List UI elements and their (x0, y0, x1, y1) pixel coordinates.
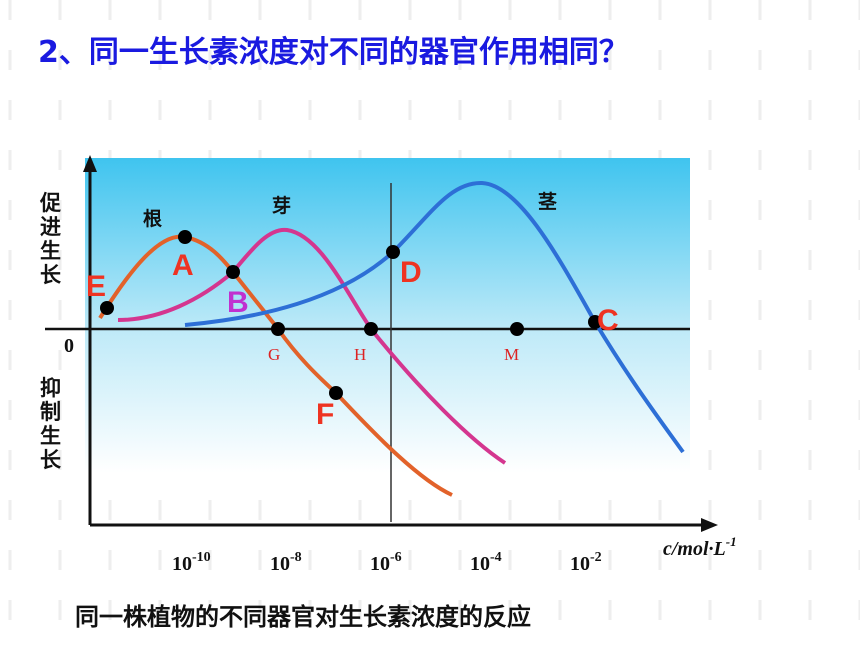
tick-exp: -8 (290, 550, 302, 565)
y-arrow (83, 155, 97, 172)
x-ticks: 10-10 10-8 10-6 10-4 10-2 (172, 550, 602, 575)
tick-exp: -10 (192, 550, 211, 565)
tick-base: 10 (370, 553, 390, 575)
y-label-inhibit: 抑 制 生 长 (40, 376, 68, 472)
point-m (510, 322, 524, 336)
x-tick-label: 10-4 (470, 550, 502, 575)
point-label: G (268, 345, 280, 364)
caption: 同一株植物的不同器官对生长素浓度的反应 (75, 603, 531, 631)
point-a (178, 230, 192, 244)
tick-exp: -2 (590, 550, 602, 565)
point-label: B (227, 286, 249, 319)
char: 生 (40, 424, 61, 448)
point-f (329, 386, 343, 400)
curve-label: 芽 (272, 194, 291, 217)
point-label: E (86, 270, 106, 303)
unit: c/mol·L (663, 538, 726, 560)
x-axis-unit: c/mol·L-1 (663, 534, 737, 560)
x-tick-label: 10-6 (370, 550, 402, 575)
tick-exp: -6 (390, 550, 402, 565)
curve-label: 根 (143, 207, 162, 230)
x-tick-label: 10-10 (172, 550, 211, 575)
x-tick-label: 10-8 (270, 550, 302, 575)
point-b (226, 265, 240, 279)
stem-curve (184, 180, 685, 454)
char: 长 (40, 448, 62, 472)
title: 2、同一生长素浓度对不同的器官作用相同？ (38, 35, 629, 70)
char: 抑 (40, 376, 61, 400)
point-label: A (172, 249, 194, 282)
tick-base: 10 (270, 553, 290, 575)
point-label: F (316, 398, 334, 431)
tick-base: 10 (470, 553, 490, 575)
point-label: H (354, 345, 366, 364)
tick-exp: -4 (490, 550, 502, 565)
origin-label: 0 (64, 335, 74, 357)
tick-base: 10 (570, 553, 590, 575)
point-g (271, 322, 285, 336)
root-curve (98, 234, 453, 497)
x-tick-label: 10-2 (570, 550, 602, 575)
point-e (100, 301, 114, 315)
char: 长 (40, 263, 62, 287)
points (100, 230, 602, 400)
char: 生 (40, 239, 61, 263)
point-d (386, 245, 400, 259)
char: 促 (39, 191, 62, 215)
point-label: M (504, 345, 519, 364)
tick-base: 10 (172, 553, 192, 575)
bud-curve (117, 227, 507, 465)
point-label: D (400, 256, 422, 289)
y-label-promote: 促 进 生 长 (39, 191, 68, 287)
point-label: C (597, 304, 619, 337)
point-h (364, 322, 378, 336)
x-arrow (701, 518, 718, 532)
point-c (588, 315, 602, 329)
curve-label: 茎 (538, 190, 557, 213)
char: 制 (40, 400, 61, 424)
char: 进 (40, 215, 61, 239)
unit-exp: -1 (726, 534, 737, 549)
